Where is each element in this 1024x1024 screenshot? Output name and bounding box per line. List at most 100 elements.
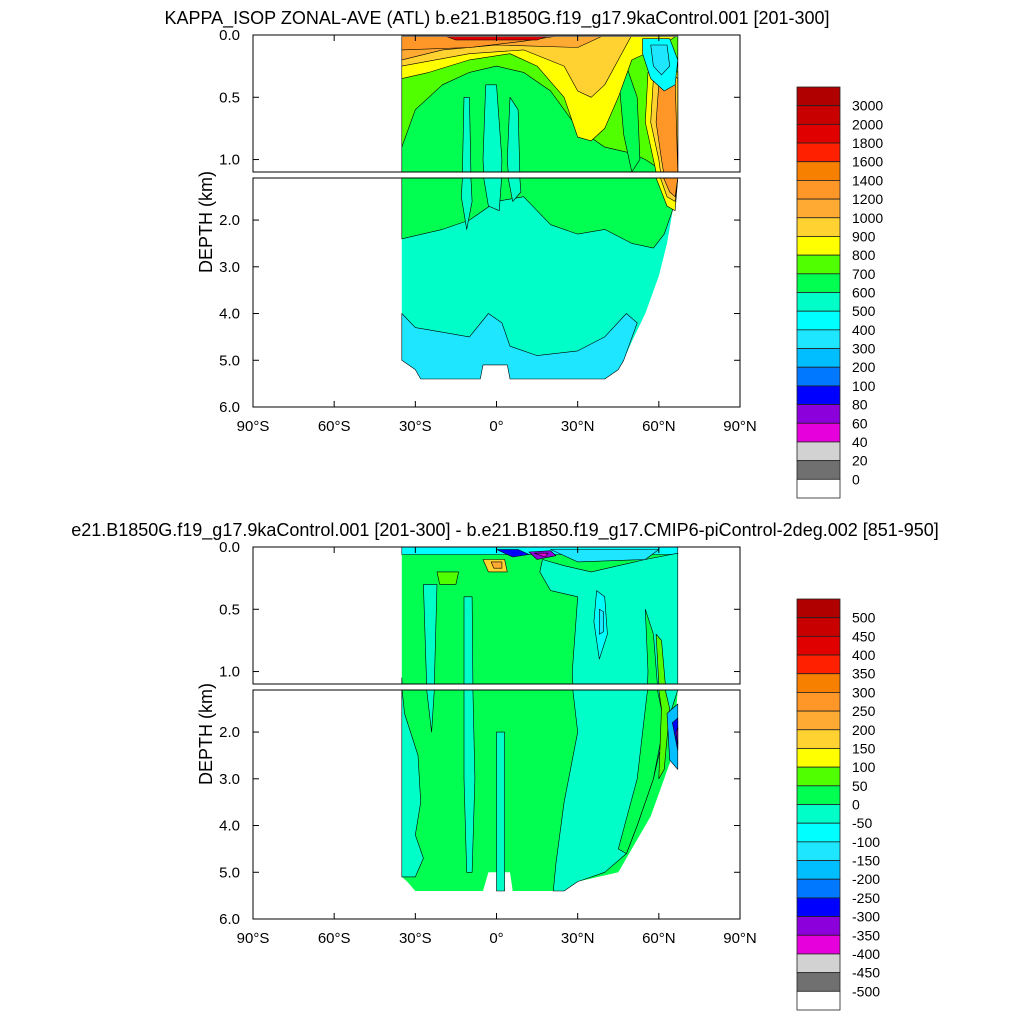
colorbar-box xyxy=(796,654,841,675)
y-tick-label: 0.0 xyxy=(219,27,240,44)
colorbar-label: 100 xyxy=(852,378,876,394)
colorbar-label: 300 xyxy=(852,684,876,700)
contour-region xyxy=(496,731,505,892)
colorbar-label: 80 xyxy=(852,397,868,413)
colorbar-box xyxy=(796,841,841,861)
y-tick-label: 1.0 xyxy=(219,664,240,681)
colorbar-label: 20 xyxy=(852,453,868,469)
colorbar-box xyxy=(796,860,841,880)
y-tick-label: 6.0 xyxy=(219,399,240,416)
colorbar-label: -100 xyxy=(852,834,880,850)
contour-plot-1: KAPPA_ISOP ZONAL-AVE (ATL) b.e21.B1850G.… xyxy=(164,8,883,499)
colorbar-label: 800 xyxy=(852,247,876,263)
contour-region xyxy=(534,552,549,558)
colorbar-label: 1000 xyxy=(852,210,883,226)
colorbar-label: 900 xyxy=(852,228,876,244)
x-tick-label: 90°S xyxy=(237,930,270,947)
y-tick-label: 3.0 xyxy=(219,771,240,788)
colorbar-label: 600 xyxy=(852,285,876,301)
y-tick-label: 5.0 xyxy=(219,352,240,369)
colorbar-box xyxy=(796,180,841,200)
x-tick-label: 90°N xyxy=(723,930,757,947)
colorbar-box xyxy=(796,441,841,462)
colorbar-box xyxy=(796,822,841,843)
x-tick-label: 60°N xyxy=(642,930,676,947)
y-tick-label: 4.0 xyxy=(219,306,240,323)
contour-region xyxy=(463,596,474,685)
colorbar-box xyxy=(796,673,841,693)
colorbar-label: 450 xyxy=(852,628,876,644)
x-tick-label: 30°N xyxy=(561,418,595,435)
colorbar-label: 1800 xyxy=(852,135,883,151)
colorbar-box xyxy=(796,310,841,331)
colorbar-label: -300 xyxy=(852,909,880,925)
colorbar-box xyxy=(796,766,841,787)
colorbar-label: 50 xyxy=(852,778,868,794)
x-tick-label: 60°S xyxy=(318,418,351,435)
contour-region xyxy=(496,549,530,558)
colorbar-label: 1200 xyxy=(852,191,883,207)
lower-panel-fill xyxy=(401,177,679,380)
colorbar-box xyxy=(796,953,841,974)
colorbar-label: 2000 xyxy=(852,116,883,132)
contour-region xyxy=(401,313,638,380)
colorbar-box xyxy=(796,86,841,107)
x-tick-label: 30°N xyxy=(561,930,595,947)
y-tick-label: 2.0 xyxy=(219,724,240,741)
colorbar-box xyxy=(796,385,841,405)
colorbar-label: 1400 xyxy=(852,172,883,188)
colorbar-box xyxy=(796,617,841,637)
colorbar-label: 400 xyxy=(852,322,876,338)
colorbar-box xyxy=(796,404,841,424)
y-tick-label: 4.0 xyxy=(219,818,240,835)
colorbar-box xyxy=(796,329,841,349)
colorbar-label: 200 xyxy=(852,722,876,738)
colorbar-label: 250 xyxy=(852,703,876,719)
y-tick-label: 6.0 xyxy=(219,911,240,928)
colorbar-label: 150 xyxy=(852,740,876,756)
colorbar-box xyxy=(796,748,841,768)
colorbar-label: -150 xyxy=(852,853,880,869)
colorbar-box xyxy=(796,635,841,656)
contour-region xyxy=(490,561,503,569)
colorbar-box xyxy=(796,142,841,163)
colorbar-box xyxy=(796,878,841,899)
contour-plot-2: e21.B1850G.f19_g17.9kaControl.001 [201-3… xyxy=(71,520,939,1011)
x-tick-label: 60°S xyxy=(318,930,351,947)
colorbar: 3000200018001600140012001000900800700600… xyxy=(796,86,883,499)
x-tick-label: 30°S xyxy=(399,418,432,435)
x-tick-label: 0° xyxy=(489,930,503,947)
plot-title: KAPPA_ISOP ZONAL-AVE (ATL) b.e21.B1850G.… xyxy=(164,8,829,29)
colorbar-box xyxy=(796,123,841,144)
colorbar-box xyxy=(796,460,841,480)
colorbar-label: 100 xyxy=(852,759,876,775)
colorbar-box xyxy=(796,804,841,824)
contour-region xyxy=(462,97,472,173)
contour-region xyxy=(675,727,679,747)
colorbar-box xyxy=(796,598,841,619)
y-tick-label: 0.5 xyxy=(219,601,240,618)
colorbar-box xyxy=(796,916,841,936)
y-tick-label: 3.0 xyxy=(219,259,240,276)
y-tick-label: 5.0 xyxy=(219,864,240,881)
colorbar-label: -400 xyxy=(852,946,880,962)
colorbar-label: 0 xyxy=(852,797,860,813)
y-tick-label: 0.5 xyxy=(219,89,240,106)
y-tick-label: 1.0 xyxy=(219,152,240,169)
colorbar-label: 0 xyxy=(852,471,860,487)
contour-region xyxy=(401,34,633,98)
contour-region xyxy=(650,44,671,76)
colorbar-label: -200 xyxy=(852,871,880,887)
colorbar-box xyxy=(796,198,841,219)
colorbar-box xyxy=(796,366,841,387)
y-axis-label: DEPTH (km) xyxy=(196,683,216,785)
colorbar-box xyxy=(796,254,841,275)
colorbar-box xyxy=(796,710,841,731)
x-tick-label: 90°S xyxy=(237,418,270,435)
colorbar-label: 3000 xyxy=(852,98,883,114)
colorbar-box xyxy=(796,934,841,955)
colorbar-box xyxy=(796,478,841,499)
y-tick-label: 2.0 xyxy=(219,212,240,229)
colorbar-box xyxy=(796,897,841,917)
